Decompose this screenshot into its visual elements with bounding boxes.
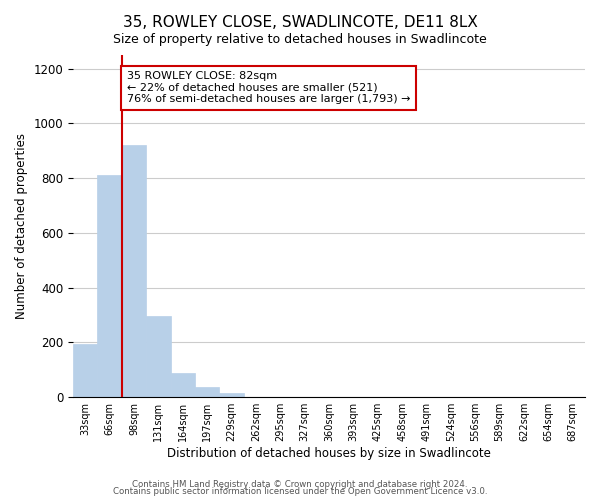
Bar [122,146,146,397]
Text: 35 ROWLEY CLOSE: 82sqm
← 22% of detached houses are smaller (521)
76% of semi-de: 35 ROWLEY CLOSE: 82sqm ← 22% of detached… [127,72,410,104]
Text: Size of property relative to detached houses in Swadlincote: Size of property relative to detached ho… [113,32,487,46]
Bar [97,176,122,397]
Bar [73,344,97,397]
Y-axis label: Number of detached properties: Number of detached properties [15,133,28,319]
Bar [220,392,244,397]
X-axis label: Distribution of detached houses by size in Swadlincote: Distribution of detached houses by size … [167,447,491,460]
Text: Contains public sector information licensed under the Open Government Licence v3: Contains public sector information licen… [113,487,487,496]
Bar [195,387,220,397]
Text: 35, ROWLEY CLOSE, SWADLINCOTE, DE11 8LX: 35, ROWLEY CLOSE, SWADLINCOTE, DE11 8LX [122,15,478,30]
Bar [170,373,195,397]
Text: Contains HM Land Registry data © Crown copyright and database right 2024.: Contains HM Land Registry data © Crown c… [132,480,468,489]
Bar [146,316,170,397]
